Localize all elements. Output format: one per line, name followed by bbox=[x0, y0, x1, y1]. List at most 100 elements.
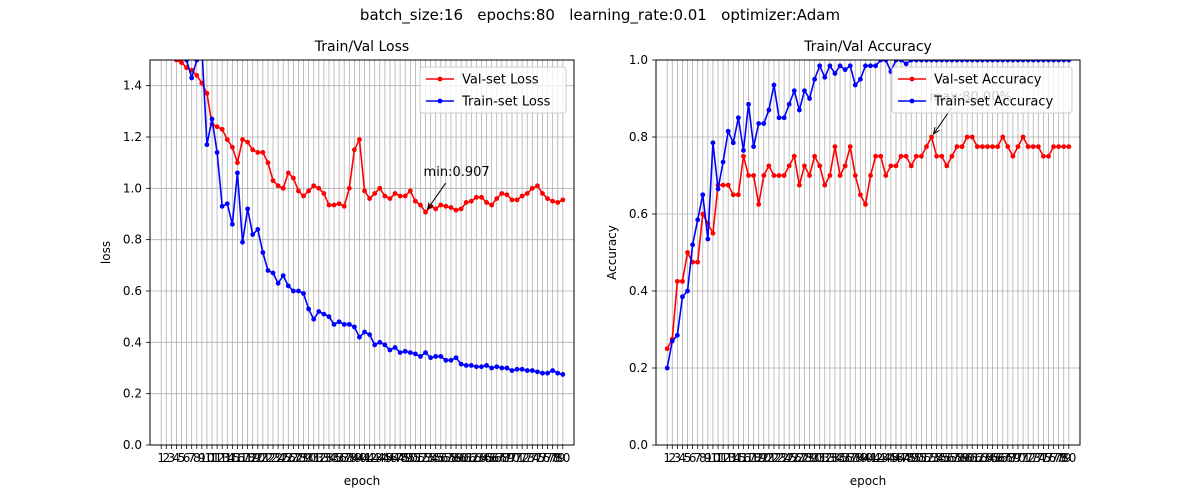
data-point bbox=[786, 163, 792, 169]
data-point bbox=[746, 101, 751, 107]
data-point bbox=[311, 316, 317, 322]
data-point bbox=[265, 160, 271, 166]
legend-marker bbox=[909, 98, 915, 104]
data-point bbox=[939, 153, 945, 159]
data-point bbox=[954, 60, 960, 63]
data-point bbox=[1020, 134, 1026, 140]
data-point bbox=[428, 355, 434, 361]
data-point bbox=[473, 364, 479, 370]
y-tick-label: 1.2 bbox=[123, 130, 142, 144]
data-point bbox=[725, 182, 731, 188]
data-point bbox=[944, 163, 950, 169]
data-point bbox=[1040, 153, 1046, 159]
data-point bbox=[362, 329, 367, 335]
x-tick-label: 63 bbox=[975, 451, 990, 465]
x-tick-label: 66 bbox=[990, 451, 1005, 465]
x-tick-label: 63 bbox=[469, 451, 484, 465]
data-point bbox=[1035, 60, 1041, 63]
data-point bbox=[796, 182, 802, 188]
data-point bbox=[169, 42, 174, 47]
x-tick-label: 11 bbox=[710, 451, 725, 465]
data-point bbox=[331, 202, 337, 208]
x-axis-label: epoch bbox=[850, 474, 887, 488]
data-point bbox=[807, 96, 812, 101]
data-point bbox=[1005, 60, 1011, 63]
x-tick-label: 53 bbox=[418, 451, 433, 465]
x-tick-label: 29 bbox=[802, 451, 817, 465]
data-point bbox=[285, 170, 291, 176]
data-point bbox=[730, 192, 736, 198]
y-axis-label: loss bbox=[99, 241, 113, 264]
x-tick-label: 61 bbox=[459, 451, 474, 465]
x-tick-label: 45 bbox=[883, 451, 898, 465]
data-point bbox=[265, 268, 271, 273]
x-tick-label: 42 bbox=[868, 451, 883, 465]
data-point bbox=[827, 63, 833, 69]
x-tick-label: 10 bbox=[199, 451, 214, 465]
x-tick-label: 55 bbox=[934, 451, 949, 465]
x-axis-label: epoch bbox=[344, 474, 381, 488]
data-point bbox=[489, 365, 495, 371]
data-point bbox=[934, 153, 940, 159]
legend-marker bbox=[437, 98, 443, 104]
data-point bbox=[725, 128, 731, 134]
x-tick-label: 62 bbox=[464, 451, 479, 465]
data-point bbox=[903, 61, 909, 67]
x-tick-label: 20 bbox=[250, 451, 265, 465]
x-tick-label: 33 bbox=[822, 451, 837, 465]
data-point bbox=[746, 173, 751, 178]
x-tick-label: 7 bbox=[694, 451, 702, 465]
data-point bbox=[852, 82, 858, 88]
data-point bbox=[832, 144, 838, 150]
data-point bbox=[995, 144, 1001, 150]
data-point bbox=[1061, 60, 1067, 63]
x-tick-label: 12 bbox=[715, 451, 730, 465]
data-point bbox=[514, 197, 520, 203]
axes-frame bbox=[149, 59, 575, 446]
data-point bbox=[311, 183, 317, 189]
x-tick-label: 37 bbox=[337, 451, 352, 465]
x-tick-label: 36 bbox=[837, 451, 852, 465]
data-point bbox=[301, 291, 306, 296]
x-tick-label: 69 bbox=[499, 451, 514, 465]
x-tick-label: 72 bbox=[1021, 451, 1036, 465]
data-point bbox=[443, 203, 449, 209]
data-point bbox=[392, 345, 398, 350]
data-point bbox=[857, 76, 863, 82]
legend-marker bbox=[909, 76, 915, 82]
data-point bbox=[534, 183, 540, 189]
data-point bbox=[781, 115, 787, 121]
data-point bbox=[418, 354, 423, 359]
x-tick-label: 25 bbox=[782, 451, 797, 465]
data-point bbox=[847, 63, 853, 69]
data-point bbox=[771, 82, 777, 88]
x-tick-label: 28 bbox=[797, 451, 812, 465]
x-tick-label: 65 bbox=[479, 451, 494, 465]
data-point bbox=[868, 63, 873, 69]
y-tick-label: 0.4 bbox=[629, 284, 648, 298]
data-point bbox=[812, 76, 818, 82]
data-point bbox=[524, 191, 530, 196]
x-tick-label: 70 bbox=[1010, 451, 1025, 465]
data-point bbox=[781, 173, 787, 178]
data-point bbox=[494, 364, 500, 370]
y-tick-label: 0.2 bbox=[123, 387, 142, 401]
x-tick-label: 37 bbox=[843, 451, 858, 465]
x-tick-label: 22 bbox=[766, 451, 781, 465]
data-point bbox=[700, 192, 706, 198]
data-point bbox=[1056, 144, 1062, 150]
x-tick-label: 27 bbox=[286, 451, 301, 465]
x-tick-label: 4 bbox=[173, 451, 181, 465]
x-tick-label: 71 bbox=[509, 451, 524, 465]
series-line bbox=[175, 60, 564, 214]
data-point bbox=[827, 173, 833, 178]
data-point bbox=[802, 163, 807, 169]
x-tick-label: 64 bbox=[474, 451, 489, 465]
data-point bbox=[939, 60, 945, 63]
data-point bbox=[924, 60, 929, 63]
x-tick-label: 75 bbox=[530, 451, 545, 465]
data-point bbox=[529, 185, 535, 191]
x-tick-label: 28 bbox=[291, 451, 306, 465]
data-point bbox=[898, 153, 904, 159]
data-point bbox=[326, 202, 332, 208]
